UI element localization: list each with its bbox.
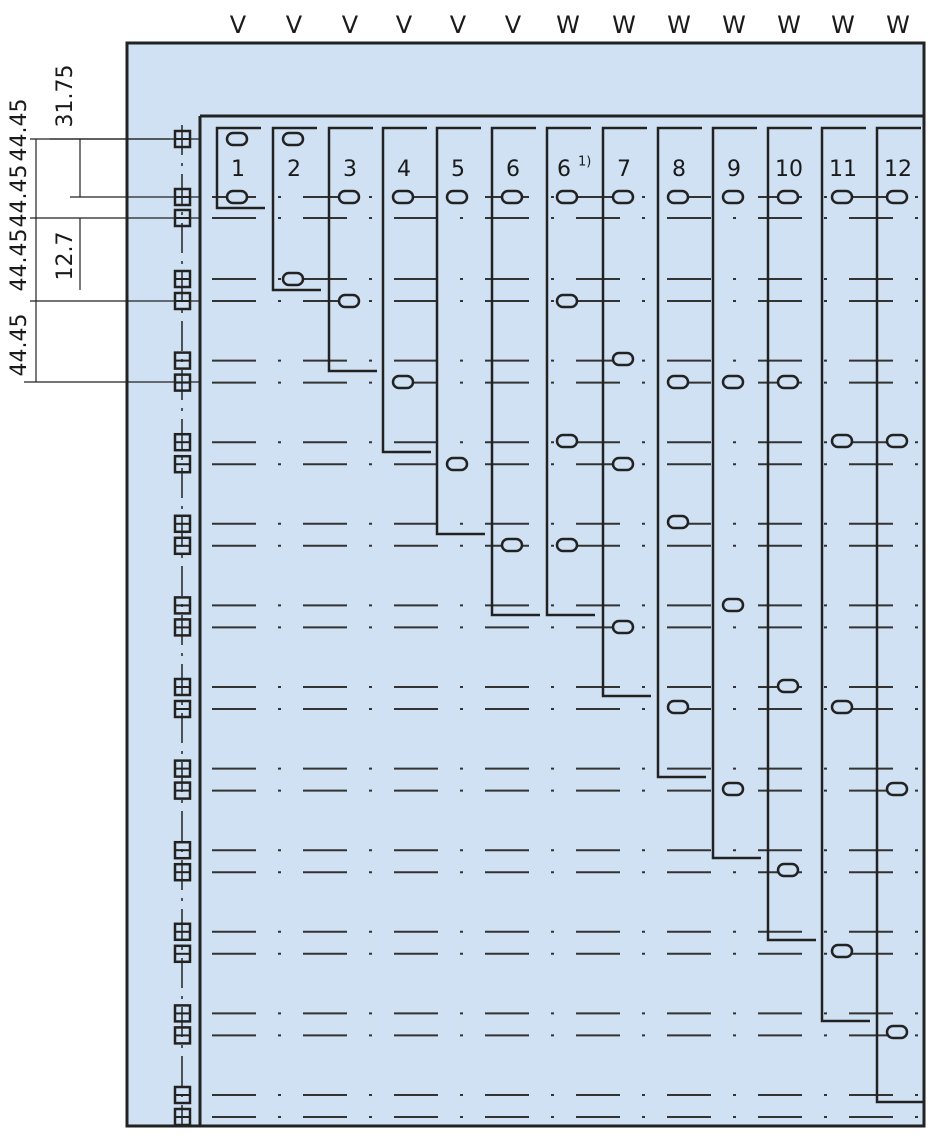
- column-bracket: [381, 126, 431, 454]
- hole: [776, 678, 800, 694]
- hole: [721, 597, 745, 613]
- dimension-label: 31.75: [53, 65, 78, 128]
- hole: [611, 619, 635, 635]
- hole: [555, 433, 579, 449]
- hole: [666, 189, 690, 205]
- hole: [500, 189, 524, 205]
- hole: [830, 433, 854, 449]
- hole: [445, 189, 469, 205]
- column-number: 6: [557, 157, 571, 182]
- hole: [391, 189, 415, 205]
- column-letter: W: [886, 11, 910, 39]
- column-number: 7: [617, 157, 631, 182]
- hole: [885, 433, 909, 449]
- column-letter: V: [286, 11, 303, 39]
- hole: [611, 456, 635, 472]
- hole: [337, 293, 361, 309]
- hole: [611, 351, 635, 367]
- dimension-label: 44.45: [7, 99, 32, 162]
- hole: [391, 374, 415, 390]
- column-number: 12: [884, 157, 912, 182]
- column-note: 1): [578, 155, 591, 170]
- column-number: 4: [397, 157, 411, 182]
- hole: [721, 374, 745, 390]
- hole: [445, 456, 469, 472]
- hole: [281, 271, 305, 287]
- dimension-label: 12.7: [53, 232, 78, 281]
- hole: [225, 189, 249, 205]
- column-number: 5: [451, 157, 465, 182]
- content: V V V V V V W W W W W W W1 2 3 4 5 6 6 1) 7 8 9 10 11 1231.7512.7…: [7, 11, 925, 1127]
- hole: [225, 131, 249, 147]
- column-letter: W: [556, 11, 580, 39]
- column-bracket: [490, 126, 540, 617]
- column-letter: W: [777, 11, 801, 39]
- hole: [830, 189, 854, 205]
- column-letter: V: [505, 11, 522, 39]
- hole: [666, 374, 690, 390]
- hole: [830, 699, 854, 715]
- hole: [776, 862, 800, 878]
- column-bracket: [601, 126, 651, 698]
- column-bracket: [711, 126, 761, 860]
- dimension-lines: [24, 138, 200, 383]
- hole: [776, 189, 800, 205]
- dimension-label: 44.45: [7, 229, 32, 292]
- column-letter: W: [831, 11, 855, 39]
- column-bracket: [766, 126, 816, 942]
- column-number: 10: [775, 157, 803, 182]
- column-number: 9: [727, 157, 741, 182]
- hole: [721, 781, 745, 797]
- column-bracket: [656, 126, 706, 779]
- column-bracket: [435, 126, 485, 536]
- hole: [721, 189, 745, 205]
- column-letter: V: [450, 11, 467, 39]
- column-letter: V: [230, 11, 247, 39]
- column-number: 6: [506, 157, 520, 182]
- column-bracket: [875, 126, 925, 1104]
- column-bracket: [820, 126, 870, 1023]
- dimension-label: 44.45: [7, 314, 32, 377]
- column-letter: W: [667, 11, 691, 39]
- column-letter: V: [396, 11, 413, 39]
- hole: [555, 293, 579, 309]
- hole: [830, 943, 854, 959]
- column-bracket: [545, 126, 595, 617]
- dimension-label: 44.45: [7, 165, 32, 228]
- column-letter: W: [612, 11, 636, 39]
- column-number: 8: [672, 157, 686, 182]
- column-number: 11: [829, 157, 857, 182]
- column-bracket: [215, 126, 265, 210]
- column-number: 3: [343, 157, 357, 182]
- hole: [885, 781, 909, 797]
- hole: [555, 189, 579, 205]
- hole: [500, 537, 524, 553]
- column-number: 2: [287, 157, 301, 182]
- hole: [666, 514, 690, 530]
- hole: [337, 189, 361, 205]
- hole: [666, 699, 690, 715]
- column-bracket: [271, 126, 321, 292]
- column-letter: V: [342, 11, 359, 39]
- column-letter: W: [722, 11, 746, 39]
- hole: [611, 189, 635, 205]
- hole: [776, 374, 800, 390]
- hole: [281, 131, 305, 147]
- hole: [885, 189, 909, 205]
- panel: [125, 41, 926, 1128]
- column-number: 1: [231, 157, 245, 182]
- hole: [555, 537, 579, 553]
- column-bracket: [327, 126, 377, 373]
- hole: [885, 1024, 909, 1040]
